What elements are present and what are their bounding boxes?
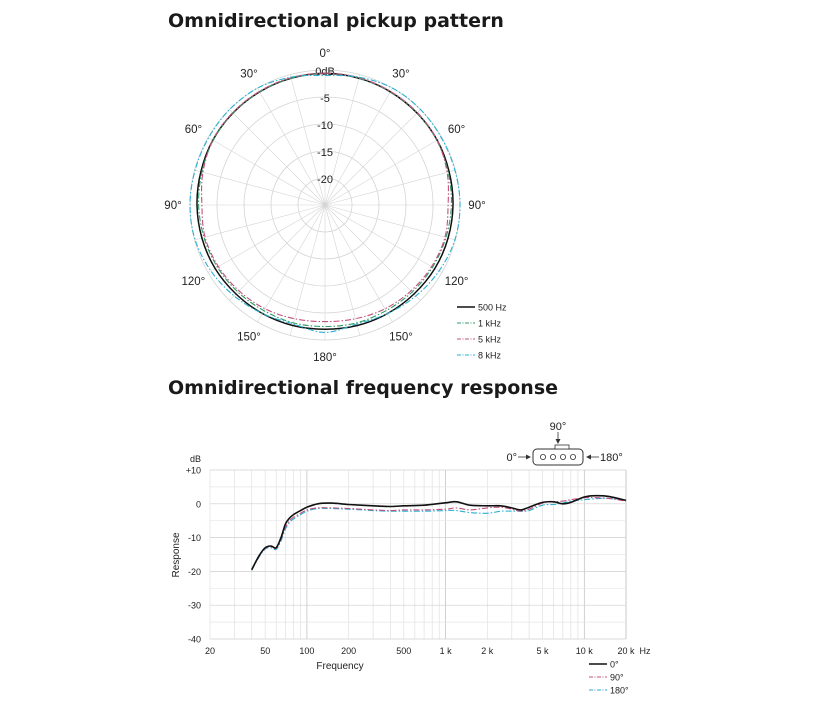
side-arrow-head [555,439,561,444]
polar-angle-label: 150° [389,332,413,344]
freq-x-tick-label: 5 k [536,646,549,656]
freq-legend-label: 180° [610,686,629,696]
front-arrow-head [526,454,531,460]
freq-x-tick-label: 10 k [576,646,594,656]
freq-series-line [250,494,627,571]
polar-angle-label: 30° [392,68,409,80]
polar-angle-label: 180° [313,352,337,364]
freq-x-tick-label: 1 k [440,646,453,656]
freq-y-tick-label: -30 [188,601,201,611]
polar-angle-label: 60° [448,124,465,136]
polar-series-line [201,72,449,323]
polar-legend-label: 500 Hz [478,303,507,313]
microphone-screw [560,453,567,460]
freq-x-tick-label: 20 [205,646,215,656]
freq-y-axis-title: Response [171,532,182,577]
polar-grid-spoke [229,204,326,301]
diagram-label-side: 90° [550,421,567,433]
polar-radial-tick-label: 0dB [315,66,335,78]
polar-grid-spoke [324,204,443,273]
polar-angle-label: 120° [445,276,469,288]
polar-grid-spoke [324,87,393,206]
rear-arrow-head [586,454,591,460]
polar-radial-tick-label: -10 [317,120,333,132]
frequency-response-plot: +10 0 -10 -20 -30 -40 dB 20 50 100 200 500 1 k 2 k 5 k… [171,421,651,696]
freq-y-unit: dB [190,454,201,464]
freq-legend-label: 0° [610,660,619,670]
polar-grid-spoke [194,204,326,241]
polar-grid-spoke [229,109,326,206]
polar-angle-label: 90° [468,200,485,212]
freq-x-tick-label: 200 [341,646,356,656]
freq-x-tick-label: 50 [260,646,270,656]
polar-legend-label: 1 kHz [478,319,502,329]
microphone-screw [550,453,557,460]
microphone-screw [540,453,547,460]
polar-grid-spoke [324,169,456,206]
polar-chart-title: Omnidirectional pickup pattern [168,10,504,32]
polar-grid-spoke [324,204,421,301]
polar-grid-spoke [324,204,361,336]
polar-plot: 0dB -5 -10 -15 -20 0° 30° 60° 90° 120° 150° 180° 150… [164,48,507,364]
diagram-label-front: 0° [506,452,517,464]
polar-angle-label: 90° [164,200,181,212]
microphone-capsule-top [554,444,570,450]
polar-grid-spoke [257,87,326,206]
freq-x-tick-label: 100 [299,646,314,656]
polar-angle-label: 0° [320,48,331,60]
polar-grid-spoke [324,204,456,241]
freq-y-tick-label: 0 [196,499,201,509]
polar-grid-spoke [257,204,326,323]
polar-grid-spoke [289,204,326,336]
polar-legend-label: 8 kHz [478,351,502,361]
freq-x-unit: Hz [640,646,651,656]
microphone-screw [570,453,577,460]
polar-grid-spoke [194,169,326,206]
freq-x-axis-title: Frequency [316,661,363,672]
polar-grid-spoke [324,109,421,206]
freq-x-tick-label: 20 k [617,646,635,656]
freq-y-tick-label: -40 [188,635,201,645]
polar-legend-label: 5 kHz [478,335,502,345]
polar-radial-tick-label: -20 [317,174,333,186]
polar-angle-label: 60° [185,124,202,136]
freq-x-tick-label: 2 k [481,646,494,656]
freq-series-line [251,496,627,570]
freq-legend-label: 90° [610,673,624,683]
polar-grid-spoke [289,74,326,206]
polar-grid-spoke [207,204,326,273]
polar-radial-tick-label: -15 [317,147,333,159]
polar-grid-spoke [324,74,361,206]
polar-radial-tick-label: -5 [320,93,330,105]
polar-grid-spoke [324,137,443,206]
freq-y-tick-label: -10 [188,533,201,543]
polar-angle-label: 30° [240,68,257,80]
freq-x-tick-label: 500 [396,646,411,656]
polar-grid-spoke [324,204,393,323]
diagram-label-rear: 180° [600,452,623,464]
polar-series-line [198,72,452,328]
polar-grid-spoke [207,137,326,206]
freq-y-tick-label: -20 [188,567,201,577]
polar-series-line [189,74,461,333]
polar-angle-label: 120° [182,276,206,288]
polar-angle-label: 150° [237,332,261,344]
freq-y-tick-label: +10 [186,466,201,476]
frequency-chart-title: Omnidirectional frequency response [168,377,559,399]
